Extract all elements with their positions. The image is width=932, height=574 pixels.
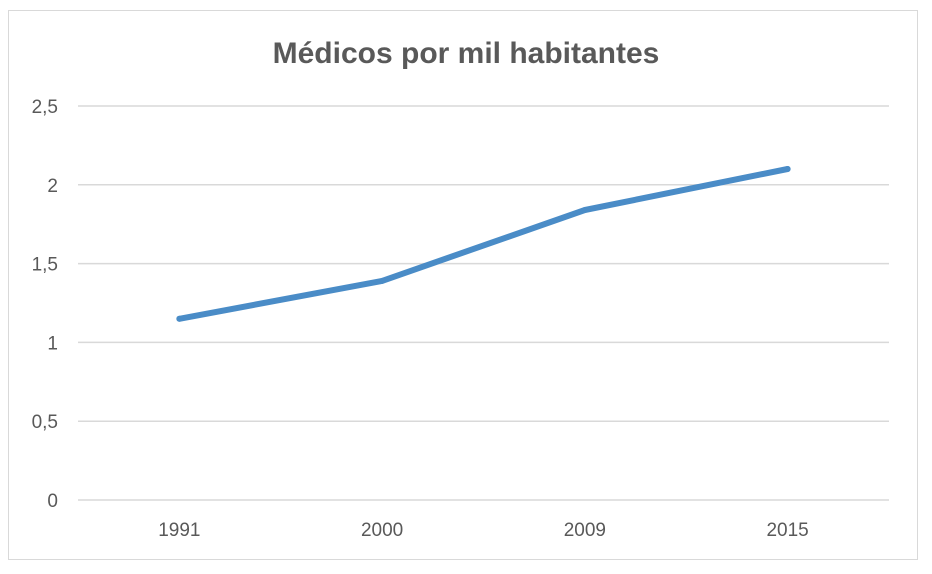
- y-tick-label: 0,5: [32, 412, 58, 433]
- y-tick-label: 2,5: [32, 97, 58, 118]
- chart-frame: [8, 10, 918, 560]
- x-tick-label: 2000: [361, 520, 403, 541]
- data-point: [176, 315, 183, 322]
- y-axis-ticks: 0 0,5 1 1,5 2 2,5: [32, 97, 58, 512]
- series-layer: [176, 166, 791, 322]
- series-line-0: [176, 166, 791, 322]
- y-tick-label: 1: [47, 333, 58, 354]
- chart-title: Médicos por mil habitantes: [272, 37, 660, 70]
- x-tick-label: 2009: [564, 520, 606, 541]
- data-point: [784, 166, 791, 173]
- y-tick-label: 0: [47, 491, 58, 512]
- data-point: [379, 277, 386, 284]
- gridlines: [78, 105, 889, 501]
- data-point: [581, 207, 588, 214]
- x-axis-ticks: 1991 2000 2009 2015: [158, 520, 809, 541]
- x-tick-label: 1991: [158, 520, 200, 541]
- y-tick-label: 1,5: [32, 255, 58, 276]
- y-tick-label: 2: [47, 176, 58, 197]
- x-tick-label: 2015: [766, 520, 808, 541]
